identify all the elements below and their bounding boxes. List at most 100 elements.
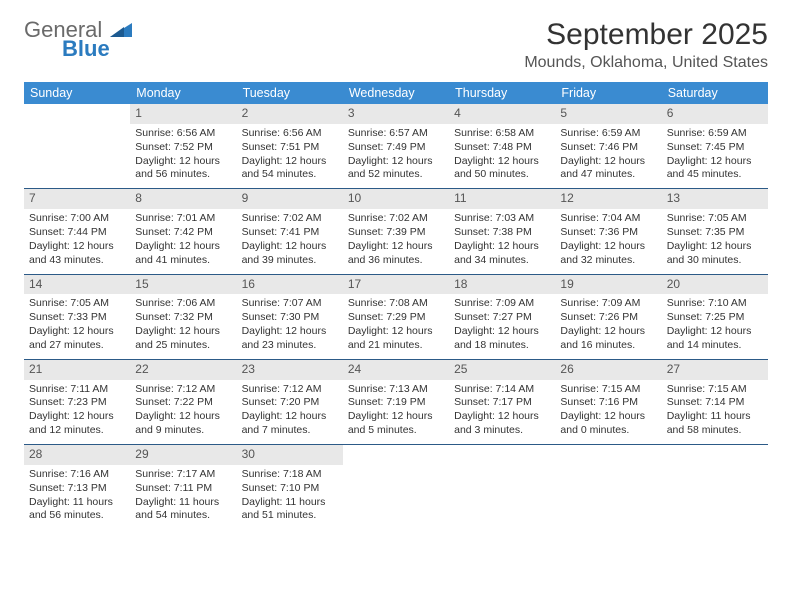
sunset-line: Sunset: 7:17 PM [454,396,550,410]
calendar-cell: 12Sunrise: 7:04 AMSunset: 7:36 PMDayligh… [555,189,661,274]
day-number: 27 [662,360,768,380]
calendar-cell: 15 Sunrise: 7:06 AMSunset: 7:32 PMDayligh… [130,274,236,359]
calendar-row: 21Sunrise: 7:11 AMSunset: 7:23 PMDayligh… [24,359,768,444]
daylight-line: Daylight: 12 hours and 12 minutes. [29,410,125,438]
day-number: 29 [130,445,236,465]
day-number: 18 [449,275,555,295]
calendar-cell: 3Sunrise: 6:57 AMSunset: 7:49 PMDaylight… [343,104,449,189]
day-number: 30 [237,445,343,465]
calendar-row: 7Sunrise: 7:00 AMSunset: 7:44 PMDaylight… [24,189,768,274]
sunrise-line: Sunrise: 6:56 AM [135,127,231,141]
daylight-line: Daylight: 12 hours and 16 minutes. [560,325,656,353]
sunset-line: Sunset: 7:26 PM [560,311,656,325]
sunset-line: Sunset: 7:35 PM [667,226,763,240]
daylight-line: Daylight: 12 hours and 30 minutes. [667,240,763,268]
sunrise-line: Sunrise: 7:05 AM [667,212,763,226]
calendar-cell [662,445,768,530]
sunrise-line: Sunrise: 7:12 AM [135,383,231,397]
daylight-line: Daylight: 12 hours and 0 minutes. [560,410,656,438]
sunrise-line: Sunrise: 7:09 AM [454,297,550,311]
location: Mounds, Oklahoma, United States [524,54,768,72]
sunrise-line: Sunrise: 7:13 AM [348,383,444,397]
sunset-line: Sunset: 7:51 PM [242,141,338,155]
day-number: 25 [449,360,555,380]
sunrise-line: Sunrise: 7:03 AM [454,212,550,226]
day-number: 23 [237,360,343,380]
daylight-line: Daylight: 12 hours and 18 minutes. [454,325,550,353]
calendar-cell: 23Sunrise: 7:12 AMSunset: 7:20 PMDayligh… [237,359,343,444]
day-number: 20 [662,275,768,295]
sunrise-line: Sunrise: 7:02 AM [348,212,444,226]
calendar-table: Sunday Monday Tuesday Wednesday Thursday… [24,82,768,529]
daylight-line: Daylight: 11 hours and 51 minutes. [242,496,338,524]
sunset-line: Sunset: 7:48 PM [454,141,550,155]
daylight-line: Daylight: 12 hours and 27 minutes. [29,325,125,353]
day-number: 4 [449,104,555,124]
sunrise-line: Sunrise: 7:04 AM [560,212,656,226]
daylight-line: Daylight: 12 hours and 45 minutes. [667,155,763,183]
calendar-cell: 7Sunrise: 7:00 AMSunset: 7:44 PMDaylight… [24,189,130,274]
sunset-line: Sunset: 7:32 PM [135,311,231,325]
day-number: 11 [449,189,555,209]
day-number: 13 [662,189,768,209]
calendar-cell: 24 Sunrise: 7:13 AMSunset: 7:19 PMDayligh… [343,359,449,444]
day-number: 21 [24,360,130,380]
day-header: Thursday [449,82,555,104]
calendar-cell: 14Sunrise: 7:05 AMSunset: 7:33 PMDayligh… [24,274,130,359]
daylight-line: Daylight: 12 hours and 5 minutes. [348,410,444,438]
sunset-line: Sunset: 7:33 PM [29,311,125,325]
header: General Blue September 2025 Mounds, Okla… [24,18,768,72]
sunset-line: Sunset: 7:10 PM [242,482,338,496]
day-number: 14 [24,275,130,295]
sunrise-line: Sunrise: 6:58 AM [454,127,550,141]
calendar-cell: 6Sunrise: 6:59 AMSunset: 7:45 PMDaylight… [662,104,768,189]
sunrise-line: Sunrise: 7:01 AM [135,212,231,226]
daylight-line: Daylight: 12 hours and 9 minutes. [135,410,231,438]
daylight-line: Daylight: 12 hours and 25 minutes. [135,325,231,353]
sunrise-line: Sunrise: 7:06 AM [135,297,231,311]
daylight-line: Daylight: 12 hours and 32 minutes. [560,240,656,268]
calendar-cell: 4Sunrise: 6:58 AMSunset: 7:48 PMDaylight… [449,104,555,189]
sunset-line: Sunset: 7:11 PM [135,482,231,496]
day-number: 15 [130,275,236,295]
sunrise-line: Sunrise: 7:15 AM [667,383,763,397]
day-number: 10 [343,189,449,209]
day-number: 19 [555,275,661,295]
day-number: 8 [130,189,236,209]
day-number: 9 [237,189,343,209]
calendar-cell [343,445,449,530]
day-number: 7 [24,189,130,209]
sunrise-line: Sunrise: 6:59 AM [667,127,763,141]
sunrise-line: Sunrise: 7:11 AM [29,383,125,397]
sunrise-line: Sunrise: 7:16 AM [29,468,125,482]
sunset-line: Sunset: 7:30 PM [242,311,338,325]
sunrise-line: Sunrise: 7:09 AM [560,297,656,311]
sunrise-line: Sunrise: 7:10 AM [667,297,763,311]
sunset-line: Sunset: 7:22 PM [135,396,231,410]
sunset-line: Sunset: 7:41 PM [242,226,338,240]
daylight-line: Daylight: 12 hours and 23 minutes. [242,325,338,353]
day-header: Sunday [24,82,130,104]
day-number: 1 [130,104,236,124]
day-number: 5 [555,104,661,124]
calendar-cell [555,445,661,530]
sunset-line: Sunset: 7:14 PM [667,396,763,410]
logo: General Blue [24,18,132,60]
calendar-cell: 9Sunrise: 7:02 AMSunset: 7:41 PMDaylight… [237,189,343,274]
day-number: 22 [130,360,236,380]
calendar-cell: 21Sunrise: 7:11 AMSunset: 7:23 PMDayligh… [24,359,130,444]
sunset-line: Sunset: 7:19 PM [348,396,444,410]
calendar-row: 1Sunrise: 6:56 AMSunset: 7:52 PMDaylight… [24,104,768,189]
calendar-cell: 26Sunrise: 7:15 AMSunset: 7:16 PMDayligh… [555,359,661,444]
calendar-cell: 29Sunrise: 7:17 AMSunset: 7:11 PMDayligh… [130,445,236,530]
sunrise-line: Sunrise: 7:17 AM [135,468,231,482]
sunrise-line: Sunrise: 7:07 AM [242,297,338,311]
calendar-cell: 8Sunrise: 7:01 AMSunset: 7:42 PMDaylight… [130,189,236,274]
daylight-line: Daylight: 12 hours and 41 minutes. [135,240,231,268]
calendar-cell: 13 Sunrise: 7:05 AMSunset: 7:35 PMDayligh… [662,189,768,274]
daylight-line: Daylight: 11 hours and 58 minutes. [667,410,763,438]
sunrise-line: Sunrise: 7:12 AM [242,383,338,397]
day-header: Friday [555,82,661,104]
calendar-cell: 18Sunrise: 7:09 AMSunset: 7:27 PMDayligh… [449,274,555,359]
day-number: 24 [343,360,449,380]
